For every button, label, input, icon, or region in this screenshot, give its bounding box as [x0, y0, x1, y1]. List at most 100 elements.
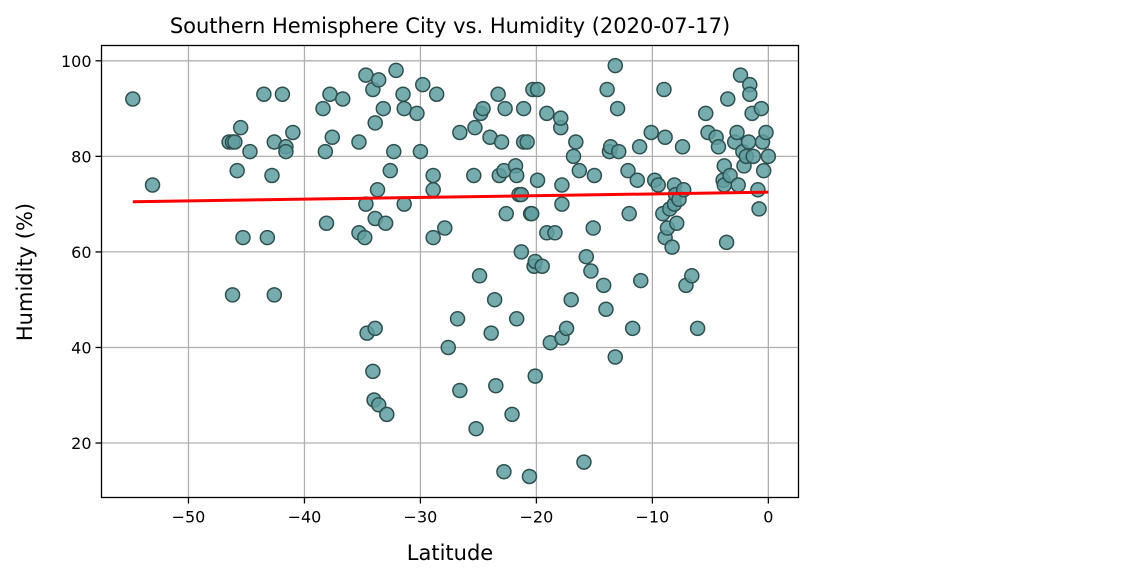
- data-point: [370, 72, 387, 88]
- data-point: [317, 143, 334, 160]
- data-point: [425, 167, 441, 184]
- data-point: [609, 100, 626, 117]
- x-axis-label: Latitude: [407, 541, 493, 565]
- data-point: [760, 148, 777, 165]
- data-point: [483, 325, 499, 341]
- x-tick-label: −40: [288, 508, 322, 527]
- data-point: [285, 124, 301, 141]
- data-point: [508, 311, 525, 327]
- data-point: [607, 57, 624, 74]
- data-point: [508, 167, 525, 184]
- data-point: [379, 406, 395, 423]
- data-point: [475, 100, 491, 117]
- data-point: [452, 382, 468, 399]
- data-point: [554, 177, 570, 193]
- data-point: [750, 182, 766, 198]
- data-point: [720, 91, 736, 107]
- data-point: [534, 258, 550, 274]
- regression-line-group: [132, 190, 769, 204]
- y-tick-label: 100: [61, 52, 92, 71]
- y-axis-label: Humidity (%): [13, 203, 37, 341]
- data-point: [586, 167, 603, 184]
- data-point: [388, 62, 404, 79]
- data-point: [607, 349, 624, 365]
- data-point: [558, 320, 575, 337]
- data-point: [755, 162, 772, 179]
- data-point: [568, 134, 584, 150]
- data-point: [452, 124, 468, 141]
- data-point: [227, 134, 243, 150]
- chart-title: Southern Hemisphere City vs. Humidity (2…: [170, 14, 730, 38]
- data-point: [657, 129, 673, 145]
- data-point: [365, 363, 381, 380]
- data-point: [264, 167, 280, 184]
- data-point: [351, 134, 367, 150]
- data-point: [224, 287, 241, 303]
- data-point: [425, 182, 441, 198]
- data-point: [409, 105, 425, 122]
- data-point: [504, 406, 520, 423]
- data-point: [576, 454, 592, 470]
- data-point: [621, 205, 637, 222]
- data-point: [318, 215, 335, 231]
- x-tick-label: 0: [763, 508, 773, 527]
- plot-frame: [100, 44, 800, 499]
- x-tick-label: −10: [635, 508, 669, 527]
- data-point: [498, 205, 514, 222]
- data-point: [440, 339, 457, 356]
- data-point: [553, 110, 569, 126]
- data-point: [428, 86, 445, 102]
- data-point: [266, 287, 283, 303]
- data-point: [468, 420, 484, 437]
- data-point: [732, 67, 749, 83]
- data-point: [242, 143, 258, 160]
- data-point: [395, 86, 411, 102]
- data-point: [488, 377, 504, 394]
- data-point: [650, 177, 666, 193]
- data-points: [125, 57, 777, 485]
- data-point: [529, 81, 546, 98]
- data-point: [467, 119, 483, 136]
- data-point: [527, 368, 543, 384]
- axis-ticks: −50 −40 −30 −20 −10 0 20 40 60 80 100: [61, 52, 773, 527]
- y-tick-label: 80: [71, 147, 91, 166]
- data-point: [369, 182, 386, 198]
- data-point: [585, 220, 601, 236]
- data-point: [565, 148, 582, 165]
- data-point: [496, 463, 512, 480]
- data-point: [425, 229, 441, 246]
- data-point: [730, 177, 746, 193]
- x-tick-label: −30: [404, 508, 438, 527]
- data-point: [449, 311, 466, 327]
- data-point: [232, 119, 249, 136]
- data-point: [486, 291, 503, 308]
- x-tick-label: −20: [520, 508, 554, 527]
- data-point: [493, 134, 510, 150]
- data-point: [274, 86, 291, 102]
- grid-lines: [101, 45, 799, 498]
- data-point: [382, 162, 399, 179]
- data-point: [684, 268, 700, 284]
- data-point: [740, 134, 757, 150]
- data-point: [278, 143, 294, 160]
- data-point: [598, 301, 614, 317]
- data-point: [471, 268, 488, 284]
- data-point: [689, 320, 706, 337]
- data-point: [334, 91, 351, 107]
- data-point: [745, 148, 762, 165]
- data-point: [668, 215, 685, 231]
- data-point: [377, 215, 394, 231]
- data-point: [497, 100, 513, 117]
- data-point: [414, 76, 431, 93]
- data-point: [643, 124, 659, 141]
- data-point: [521, 468, 538, 485]
- data-point: [529, 172, 546, 188]
- data-point: [599, 81, 615, 98]
- data-point: [539, 105, 555, 122]
- data-point: [710, 139, 727, 155]
- data-point: [519, 134, 535, 150]
- data-point: [315, 100, 331, 117]
- data-point: [375, 100, 392, 117]
- data-point: [396, 100, 412, 117]
